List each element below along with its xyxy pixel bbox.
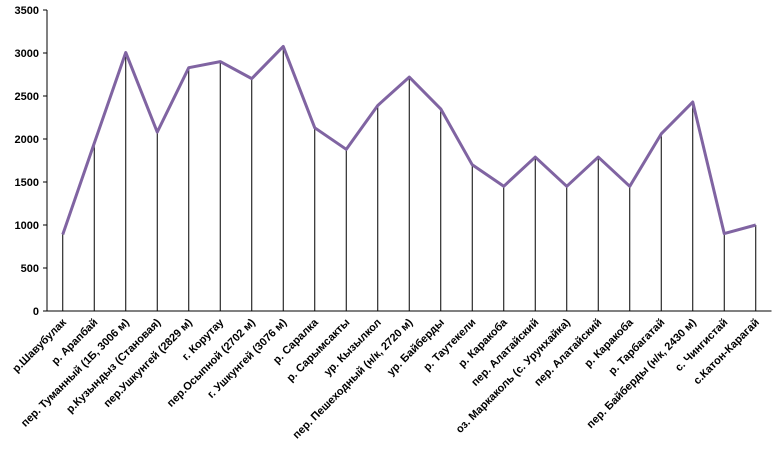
y-tick-label: 500 [21,263,39,275]
y-tick-label: 2500 [15,91,39,103]
data-line [61,44,757,236]
y-tick-label: 3000 [15,48,39,60]
x-tick-label: оз. Маркаколь (с. Урунхайка) [454,316,573,435]
y-tick-label: 0 [33,306,39,318]
y-tick-label: 1000 [15,220,39,232]
y-tick-label: 2000 [15,134,39,146]
y-tick-label: 3500 [15,5,39,17]
x-tick-label: р.Шавубулак [10,316,69,375]
x-tick-label: ур. Байберды [385,317,447,379]
y-tick-label: 1500 [15,177,39,189]
x-tick-label: р. Тарбагатай [607,317,668,378]
